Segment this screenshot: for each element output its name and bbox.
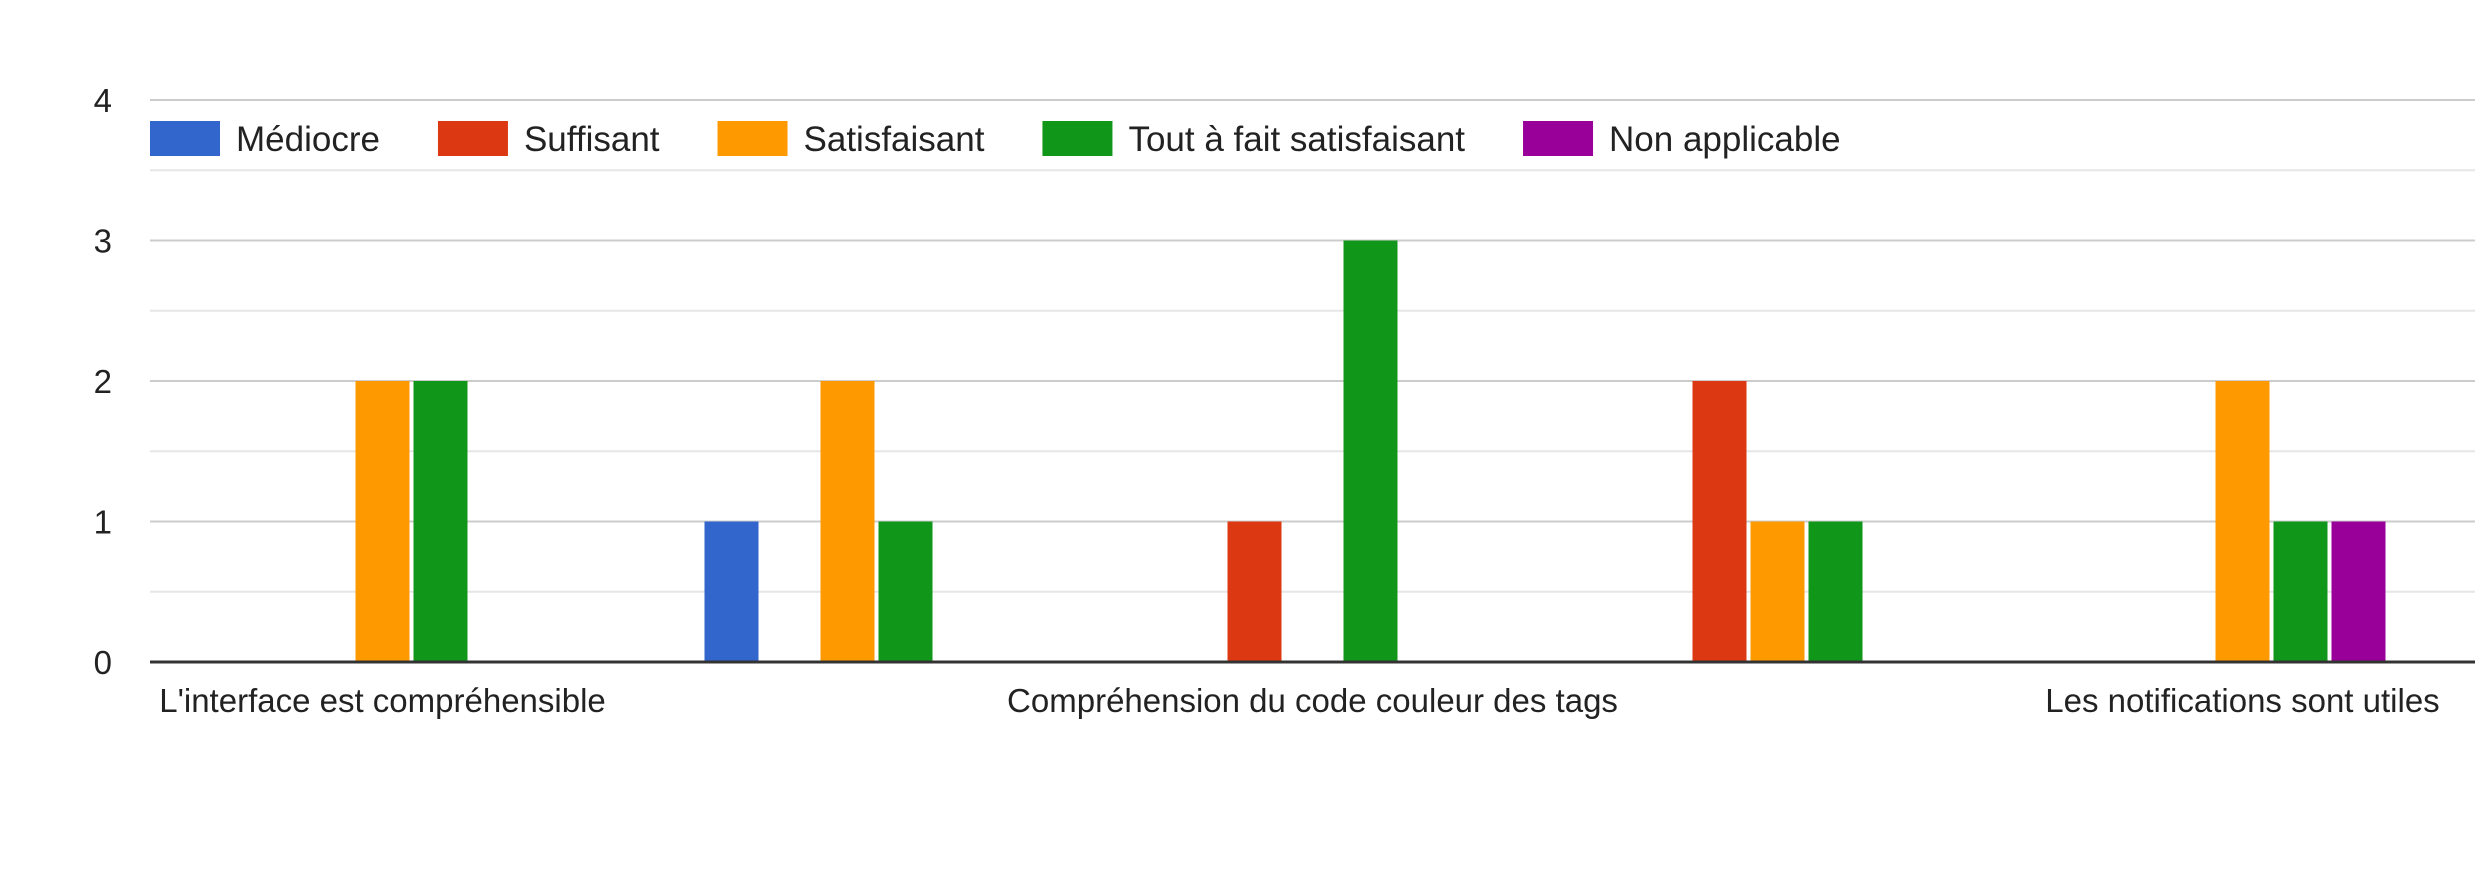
legend-label: Médiocre [236, 120, 380, 159]
legend-swatch [1042, 121, 1113, 156]
y-tick-label: 4 [94, 82, 112, 119]
gridlines [150, 99, 2475, 593]
bar[interactable] [878, 521, 933, 663]
y-tick-label: 1 [94, 504, 112, 541]
bar[interactable] [2331, 521, 2386, 663]
legend-label: Satisfaisant [804, 120, 985, 159]
legend-item[interactable]: Non applicable [1523, 120, 1841, 159]
legend: Médiocre Suffisant Satisfaisant Tout à fait… [150, 120, 1841, 159]
legend-item[interactable]: Médiocre [150, 120, 380, 159]
y-tick-label: 0 [94, 644, 112, 681]
y-tick-label: 2 [94, 363, 112, 400]
x-category-label: L'interface est compréhensible [159, 682, 606, 719]
legend-item[interactable]: Satisfaisant [717, 120, 985, 159]
bar[interactable] [1227, 521, 1282, 663]
axes: 0 1 2 3 4 L'interface est compréhensible Compr… [94, 82, 2475, 719]
legend-swatch [717, 121, 788, 156]
legend-swatch [437, 121, 508, 156]
legend-swatch [1523, 121, 1594, 156]
legend-swatch [150, 121, 220, 156]
bar[interactable] [1808, 521, 1863, 663]
bar[interactable] [355, 381, 410, 662]
legend-label: Non applicable [1609, 120, 1841, 159]
bar[interactable] [2273, 521, 2328, 663]
legend-item[interactable]: Suffisant [437, 120, 660, 159]
bar[interactable] [2215, 381, 2270, 662]
bar[interactable] [704, 521, 759, 663]
bars [355, 240, 2386, 663]
x-category-label: Les notifications sont utiles [2045, 682, 2439, 719]
x-category-label: Compréhension du code couleur des tags [1007, 682, 1618, 719]
bar[interactable] [820, 381, 875, 662]
legend-label: Suffisant [524, 120, 660, 159]
y-tick-label: 3 [94, 223, 112, 260]
bar[interactable] [1343, 240, 1398, 663]
bar[interactable] [413, 381, 468, 662]
bar[interactable] [1692, 381, 1747, 662]
legend-label: Tout à fait satisfaisant [1128, 120, 1465, 159]
legend-item[interactable]: Tout à fait satisfaisant [1042, 120, 1465, 159]
bar[interactable] [1750, 521, 1805, 663]
